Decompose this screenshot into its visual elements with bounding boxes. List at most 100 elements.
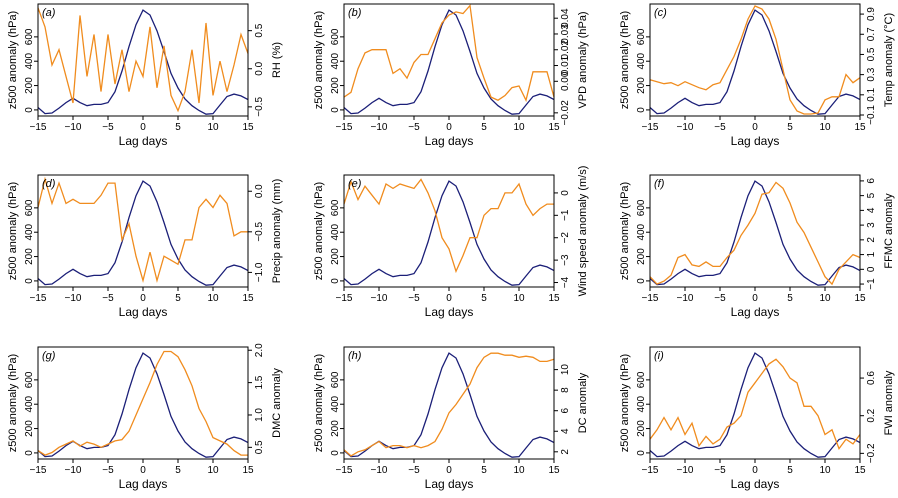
right-axis-label: FWI anomaly [883,370,895,435]
left-tick-label: 600 [636,371,647,388]
left-tick-label: 200 [24,248,35,265]
right-tick-label: −0.02 [560,100,571,126]
right-tick-label: 1.0 [254,408,265,422]
x-tick-label: −5 [102,465,114,476]
panel-tag: (h) [348,350,362,362]
left-axis-label: z500 anomaly (hPa) [619,11,631,109]
z500-series-line [37,9,249,115]
x-tick-label: −5 [714,465,726,476]
panel-tag: (i) [654,350,664,362]
x-tick-label: 5 [175,122,181,133]
left-tick-label: 400 [636,395,647,412]
left-tick-label: 400 [330,395,341,412]
left-axis-label: z500 anomaly (hPa) [7,11,19,109]
x-tick-label: −15 [642,465,659,476]
right-axis-label: RH (%) [271,42,283,78]
right-tick-label: 6 [866,178,877,184]
x-axis-label: Lag days [119,477,168,491]
left-tick-label: 200 [24,77,35,94]
variable-series-line [343,352,555,457]
left-axis-label: z500 anomaly (hPa) [7,182,19,280]
x-axis-label: Lag days [731,305,780,319]
right-axis-label: DC anomaly [577,372,589,433]
x-tick-label: 10 [513,465,525,476]
left-tick-label: 200 [636,248,647,265]
left-tick-label: 200 [330,77,341,94]
x-tick-label: 5 [175,465,181,476]
x-tick-label: 0 [140,293,146,304]
x-tick-label: −10 [65,122,82,133]
x-tick-label: 10 [207,465,219,476]
x-tick-label: 0 [752,122,758,133]
x-tick-label: 15 [854,122,866,133]
x-tick-label: 0 [752,293,758,304]
x-tick-label: −15 [336,465,353,476]
x-tick-label: 15 [854,465,866,476]
right-tick-label: 0.0 [254,184,265,198]
x-tick-label: −10 [371,122,388,133]
x-tick-label: −5 [408,293,420,304]
left-tick-label: 200 [636,420,647,437]
right-tick-label: 0.02 [560,40,571,60]
z500-series-line [343,352,555,458]
left-tick-label: 0 [330,450,341,456]
x-axis-label: Lag days [119,305,168,319]
right-tick-label: −1 [866,278,877,290]
left-tick-label: 0 [24,278,35,284]
left-axis-label: z500 anomaly (hPa) [313,354,325,452]
z500-series-line [37,180,249,286]
x-tick-label: 0 [752,465,758,476]
right-axis-label: Temp anomaly (°C) [883,13,895,107]
right-tick-label: 0.5 [254,23,265,37]
right-tick-label: −4 [560,276,571,288]
x-tick-label: 5 [787,293,793,304]
right-tick-label: 3 [866,222,877,228]
right-tick-label: 0 [560,190,571,196]
left-tick-label: 600 [636,199,647,216]
x-tick-label: 5 [787,122,793,133]
plot-frame [343,174,555,288]
z500-series-line [343,9,555,115]
left-axis-label: z500 anomaly (hPa) [619,182,631,280]
right-tick-label: −3 [560,254,571,266]
right-tick-label: 0.7 [866,27,877,41]
x-tick-label: 5 [481,465,487,476]
x-axis-label: Lag days [425,477,474,491]
right-tick-label: 0.01 [560,55,571,75]
x-tick-label: −10 [65,293,82,304]
plot-frame [649,3,861,117]
variable-series-line [649,358,861,450]
right-tick-label: 0.0 [254,61,265,75]
x-tick-label: 10 [819,122,831,133]
right-axis-label: DMC anomaly [271,368,283,438]
plot-frame [649,174,861,288]
x-tick-label: 10 [513,122,525,133]
z500-series-line [343,180,555,286]
left-tick-label: 0 [24,450,35,456]
x-tick-label: 10 [207,293,219,304]
left-tick-label: 600 [330,371,341,388]
left-tick-label: 600 [330,28,341,45]
x-tick-label: −10 [677,122,694,133]
x-tick-label: 5 [787,465,793,476]
variable-series-line [37,350,248,456]
left-tick-label: 400 [330,52,341,69]
panel-tag: (a) [42,7,56,19]
variable-series-line [37,7,249,113]
plot-frame [343,3,555,117]
left-axis-label: z500 anomaly (hPa) [7,354,19,452]
left-tick-label: 0 [330,107,341,113]
variable-series-line [343,4,555,103]
right-tick-label: −1 [560,209,571,221]
left-tick-label: 600 [330,199,341,216]
x-tick-label: 15 [242,465,254,476]
right-tick-label: 2 [560,449,571,455]
right-tick-label: 4 [560,428,571,434]
right-tick-label: −1.0 [254,262,265,282]
right-tick-label: 0.03 [560,24,571,44]
